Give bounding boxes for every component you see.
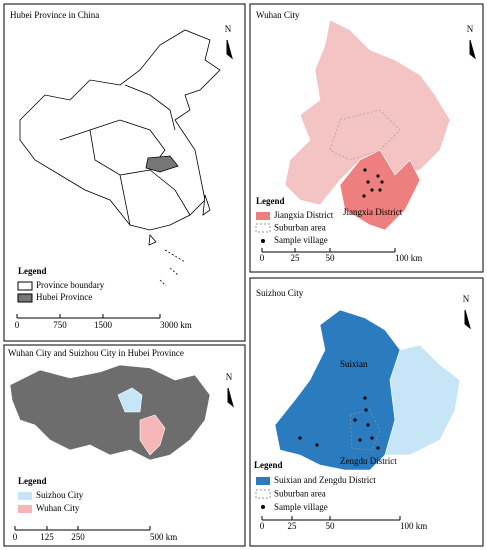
scale-label: 100 km bbox=[395, 253, 422, 263]
map-label: Jiangxia District bbox=[343, 207, 403, 217]
scale-bar bbox=[14, 526, 151, 531]
legend-title: Legend bbox=[256, 196, 285, 206]
panel-title: Wuhan City bbox=[256, 10, 300, 20]
scale-label: 250 bbox=[71, 532, 85, 542]
legend-swatch bbox=[18, 492, 32, 500]
legend-item: Sample village bbox=[274, 235, 328, 245]
wuhan-map bbox=[284, 19, 451, 231]
north-arrow bbox=[469, 39, 476, 60]
scale-label: 0 bbox=[15, 320, 20, 330]
north-arrow bbox=[464, 309, 471, 330]
north-arrow bbox=[226, 39, 233, 60]
legend-item: Province boundary bbox=[36, 280, 105, 290]
legend-swatch bbox=[261, 505, 265, 509]
scale-label: 500 km bbox=[150, 532, 177, 542]
scale-label: 750 bbox=[53, 320, 67, 330]
legend-title: Legend bbox=[254, 460, 283, 470]
hubei-map bbox=[9, 364, 211, 461]
legend-swatch bbox=[255, 223, 271, 233]
scale-label: 50 bbox=[326, 253, 336, 263]
legend-item: Sample village bbox=[274, 502, 328, 512]
legend-item: Suixian and Zengdu District bbox=[274, 475, 376, 485]
scale-label: 100 km bbox=[400, 521, 427, 531]
legend-swatch bbox=[256, 212, 270, 220]
legend-item: Suburban area bbox=[274, 223, 326, 233]
legend-item: Hubei Province bbox=[36, 292, 92, 302]
sample-villages bbox=[298, 396, 380, 450]
panel-frame bbox=[3, 3, 246, 342]
panel-title: Hubei Province in China bbox=[10, 10, 99, 20]
panel-title: Wuhan City and Suizhou City in Hubei Pro… bbox=[8, 348, 184, 358]
scale-label: 3000 km bbox=[160, 320, 192, 330]
north-arrow bbox=[227, 387, 234, 408]
north-label: N bbox=[225, 24, 232, 34]
scale-label: 125 bbox=[40, 532, 54, 542]
north-label: N bbox=[463, 294, 470, 304]
panel-frame bbox=[249, 3, 484, 273]
scale-label: 50 bbox=[326, 521, 336, 531]
legend-swatch bbox=[17, 293, 33, 303]
panel-frame bbox=[3, 344, 246, 547]
legend-swatch bbox=[261, 239, 265, 243]
sample-villages bbox=[362, 168, 384, 198]
legend-swatch bbox=[255, 489, 271, 499]
scale-bar bbox=[261, 516, 401, 521]
legend-item: Suizhou City bbox=[36, 490, 84, 500]
scale-label: 25 bbox=[288, 521, 298, 531]
china-map bbox=[19, 29, 221, 287]
scale-bar bbox=[16, 314, 161, 319]
legend-item: Wuhan City bbox=[36, 503, 80, 513]
map-label: Zengdu District bbox=[340, 456, 397, 466]
north-label: N bbox=[467, 24, 474, 34]
scale-label: 1500 bbox=[94, 320, 113, 330]
legend-swatch bbox=[256, 477, 270, 485]
legend-swatch bbox=[18, 505, 32, 513]
suizhou-map bbox=[274, 309, 461, 471]
legend-swatch bbox=[17, 281, 33, 291]
scale-label: 0 bbox=[260, 521, 265, 531]
north-label: N bbox=[226, 372, 233, 382]
legend-item: Jiangxia District bbox=[274, 210, 334, 220]
scale-label: 0 bbox=[13, 532, 18, 542]
legend-title: Legend bbox=[18, 476, 47, 486]
panel-title: Suizhou City bbox=[256, 288, 304, 298]
scale-label: 25 bbox=[291, 253, 301, 263]
panel-frame bbox=[249, 277, 484, 547]
scale-bar bbox=[261, 248, 396, 253]
legend-item: Suburban area bbox=[274, 489, 326, 499]
scale-label: 0 bbox=[260, 253, 265, 263]
map-label: Suixian bbox=[340, 359, 368, 369]
legend-title: Legend bbox=[18, 266, 47, 276]
